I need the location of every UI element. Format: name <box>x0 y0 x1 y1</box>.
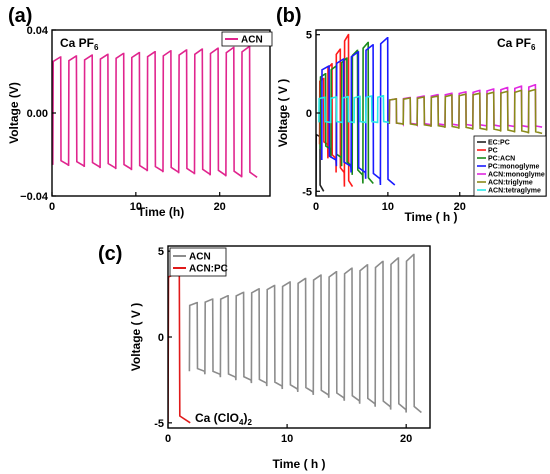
panel-0: 0 10 20 −0.04 0.00 0.04 Time (h) Voltage (V) (a)… <box>7 5 273 219</box>
legend-entry: EC:PC <box>488 140 510 147</box>
y-tick-label: 0.04 <box>27 25 49 37</box>
series-group <box>316 33 543 192</box>
x-tick-label: 10 <box>382 201 394 213</box>
series-line-acn <box>52 45 258 178</box>
legend-entry: ACN <box>241 35 263 46</box>
panel-label: (a) <box>8 5 32 27</box>
x-axis-label: Time ( h ) <box>272 457 325 471</box>
legend: EC:PCPCPC:ACNPC:monoglymeACN:monoglymeAC… <box>473 135 547 197</box>
y-axis-label: Voltage (V) <box>7 82 21 144</box>
panel-label: (b) <box>276 5 302 27</box>
y-tick-label: -5 <box>302 186 312 198</box>
legend-entry: PC:monoglyme <box>488 164 539 171</box>
legend-entry: ACN:PC <box>189 264 228 275</box>
legend-entry: ACN:triglyme <box>488 180 533 187</box>
legend-entry: PC:ACN <box>488 156 515 163</box>
y-axis-label: Voltage ( V ) <box>276 79 290 147</box>
x-tick-label: 0 <box>165 433 171 445</box>
x-tick-label: 20 <box>214 201 226 213</box>
legend-box <box>221 31 273 47</box>
series-group <box>168 253 422 424</box>
x-tick-label: 0 <box>313 201 319 213</box>
salt-annotation: Ca PF6 <box>60 36 99 52</box>
x-tick-label: 10 <box>130 201 142 213</box>
legend-entry: PC <box>488 148 498 155</box>
y-tick-label: 0.00 <box>27 108 48 120</box>
x-axis-label: Time ( h ) <box>404 210 457 224</box>
x-tick-label: 0 <box>49 201 55 213</box>
series-group <box>52 45 258 178</box>
series-line-pc-monoglyme <box>321 37 396 186</box>
x-tick-label: 20 <box>454 201 466 213</box>
legend-box <box>169 247 227 277</box>
legend-entry: ACN:monoglyme <box>488 172 545 179</box>
y-tick-label: -5 <box>154 418 164 430</box>
x-axis-label: Time (h) <box>138 205 184 219</box>
salt-annotation: Ca PF6 <box>497 36 536 52</box>
series-line-acn-pc <box>168 271 191 424</box>
x-tick-label: 20 <box>400 433 412 445</box>
legend-entry: ACN <box>189 252 211 263</box>
series-line-acn-triglyme <box>388 88 543 135</box>
series-line-acn <box>188 253 422 414</box>
y-tick-label: −0.04 <box>20 191 49 203</box>
y-tick-label: 5 <box>306 30 312 42</box>
legend-entry: ACN:tetraglyme <box>488 188 541 195</box>
salt-annotation: Ca (ClO4)2 <box>195 411 252 427</box>
panel-label: (c) <box>98 243 122 265</box>
series-line-acn-tetraglyme <box>318 95 390 124</box>
y-axis-label: Voltage ( V ) <box>129 303 143 371</box>
y-tick-label: 5 <box>158 246 164 258</box>
y-tick-label: 0 <box>158 332 164 344</box>
x-tick-label: 10 <box>281 433 293 445</box>
y-tick-label: 0 <box>306 108 312 120</box>
legend: ACN <box>221 31 273 47</box>
